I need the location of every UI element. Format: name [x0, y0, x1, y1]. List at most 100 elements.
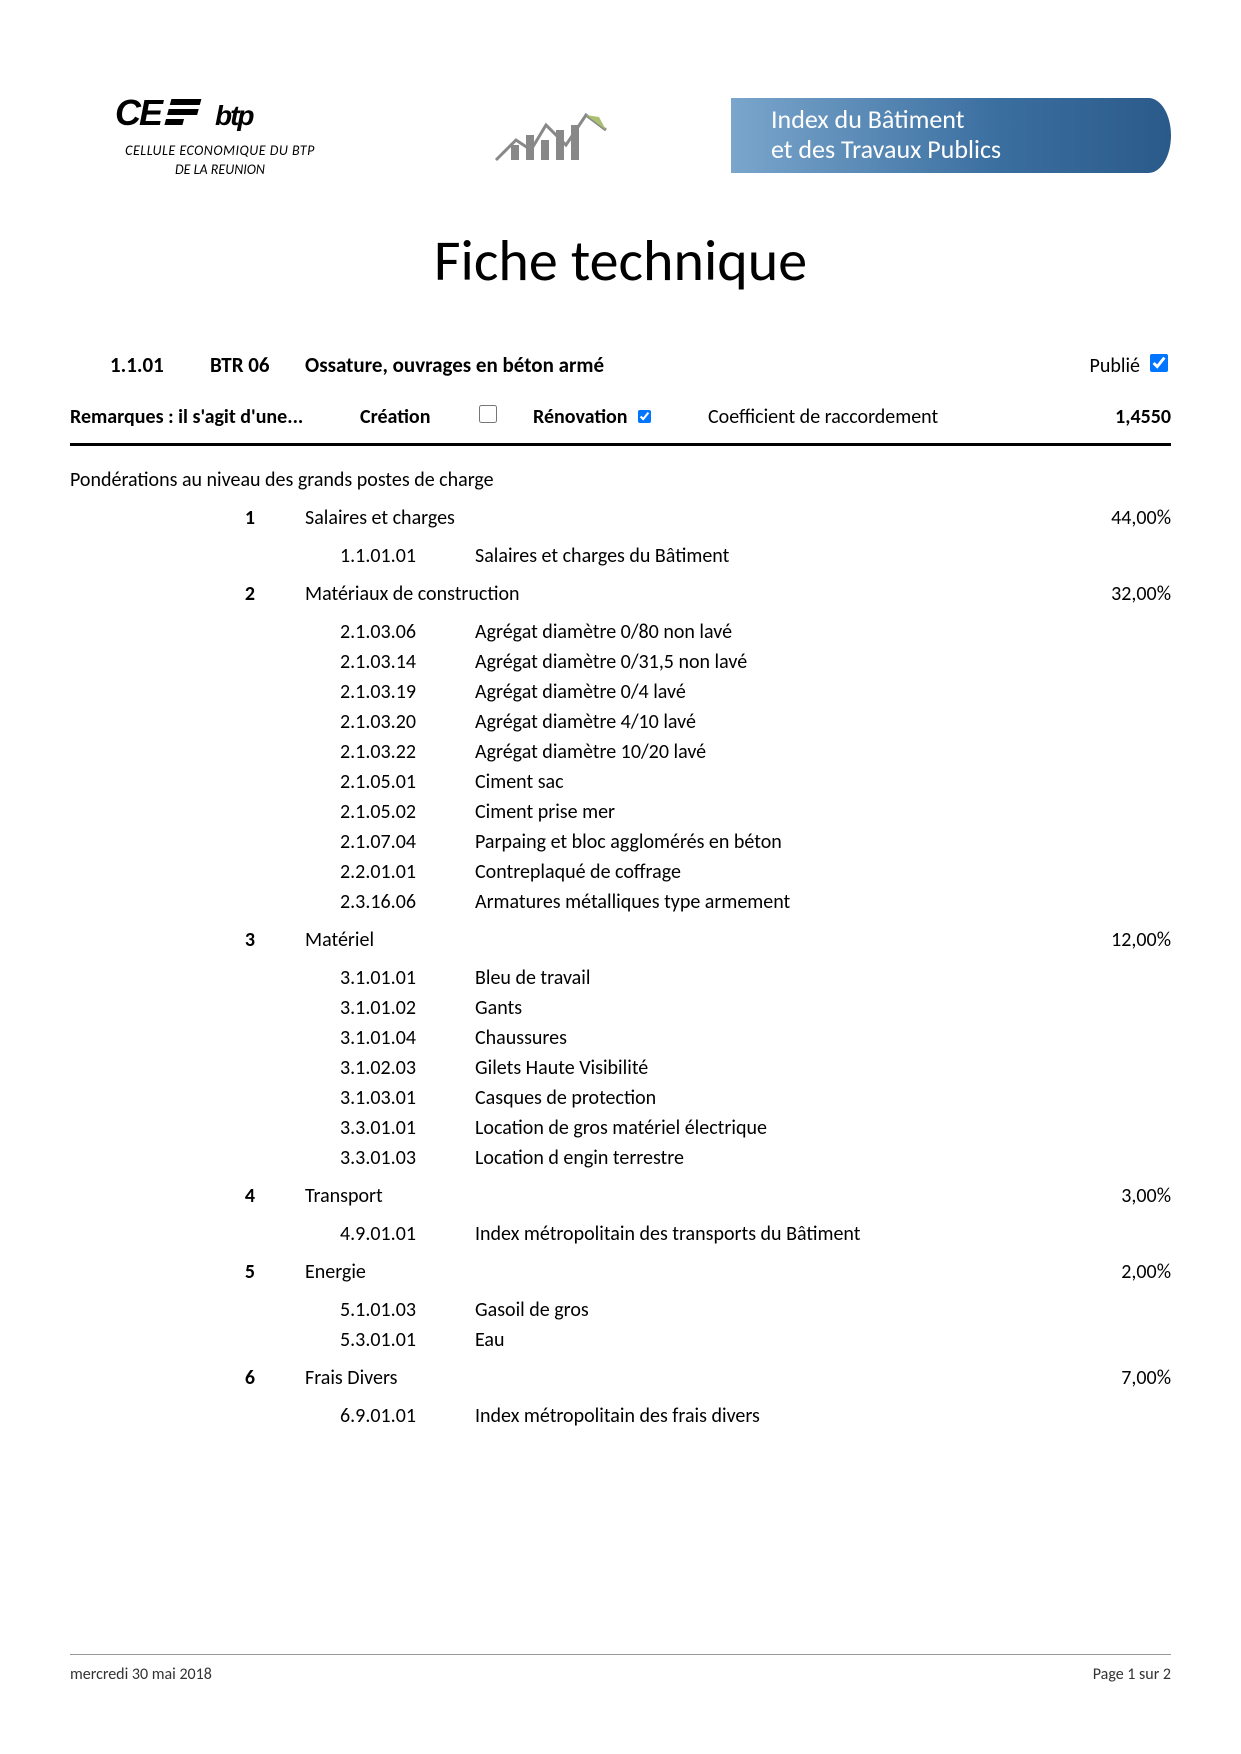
item-name: Index métropolitain des frais divers: [475, 1404, 1171, 1428]
item-code: 3.1.02.03: [340, 1056, 460, 1080]
items-block: 4.9.01.01 Index métropolitain des transpo…: [70, 1222, 1171, 1246]
footer: mercredi 30 mai 2018 Page 1 sur 2: [70, 1654, 1171, 1684]
logo-cerbtp: CE btp CELLULE ECONOMIQUE DU BTP DE LA R…: [70, 90, 370, 180]
item-name: Agrégat diamètre 0/80 non lavé: [475, 620, 1171, 644]
group-num: 6: [225, 1366, 275, 1390]
item-code: 3.1.03.01: [340, 1086, 460, 1110]
group-name: Transport: [305, 1184, 1071, 1208]
logo-cerbtp-icon: CE btp: [115, 93, 325, 133]
item-code: 2.1.03.14: [340, 650, 460, 674]
item-code: 2.1.05.02: [340, 800, 460, 824]
group-name: Energie: [305, 1260, 1071, 1284]
items-block: 6.9.01.01 Index métropolitain des frais d…: [70, 1404, 1171, 1428]
renovation-checkbox[interactable]: [638, 410, 651, 423]
item-name: Ciment prise mer: [475, 800, 1171, 824]
item-name: Agrégat diamètre 4/10 lavé: [475, 710, 1171, 734]
item-row: 1.1.01.01 Salaires et charges du Bâtiment: [70, 544, 1171, 568]
item-code: 2.1.03.22: [340, 740, 460, 764]
item-code: 3.3.01.03: [340, 1146, 460, 1170]
item-code: 6.9.01.01: [340, 1404, 460, 1428]
item-code: 3.1.01.04: [340, 1026, 460, 1050]
item-row: 2.1.03.19Agrégat diamètre 0/4 lavé: [70, 680, 1171, 704]
coef-value: 1,4550: [1081, 405, 1171, 429]
item-row: 3.1.02.03Gilets Haute Visibilité: [70, 1056, 1171, 1080]
item-row: 2.1.05.01Ciment sac: [70, 770, 1171, 794]
item-code: 2.1.03.19: [340, 680, 460, 704]
info-row-1: 1.1.01 BTR 06 Ossature, ouvrages en béto…: [70, 351, 1171, 378]
logo-subtitle-2: DE LA REUNION: [175, 161, 265, 178]
group-pct: 32,00%: [1071, 582, 1171, 606]
group-name: Salaires et charges: [305, 506, 1071, 530]
item-row: 3.3.01.01Location de gros matériel élect…: [70, 1116, 1171, 1140]
item-name: Gants: [475, 996, 1171, 1020]
banner: Index du Bâtiment et des Travaux Publics: [731, 98, 1171, 173]
publie-label: Publié: [1090, 354, 1140, 378]
item-row: 6.9.01.01 Index métropolitain des frais d…: [70, 1404, 1171, 1428]
item-code: 3.1.01.02: [340, 996, 460, 1020]
item-row: 2.1.03.06 Agrégat diamètre 0/80 non lavé: [70, 620, 1171, 644]
item-name: Contreplaqué de coffrage: [475, 860, 1171, 884]
item-row: 3.3.01.03 Location d engin terrestre: [70, 1146, 1171, 1170]
item-code: 5.1.01.03: [340, 1298, 460, 1322]
publie-checkbox[interactable]: [1150, 354, 1168, 372]
info-row-2: Remarques : il s'agit d'une... Création …: [70, 402, 1171, 446]
item-code: 3.3.01.01: [340, 1116, 460, 1140]
item-row: 3.1.03.01Casques de protection: [70, 1086, 1171, 1110]
svg-text:CE: CE: [115, 93, 164, 133]
item-code: 2.1.03.06: [340, 620, 460, 644]
group-pct: 2,00%: [1071, 1260, 1171, 1284]
item-row: 2.2.01.01Contreplaqué de coffrage: [70, 860, 1171, 884]
group-row: 5 Energie2,00%: [70, 1260, 1171, 1284]
group-row: 3Matériel12,00%: [70, 928, 1171, 952]
group-name: Frais Divers: [305, 1366, 1071, 1390]
group-num: 4: [225, 1184, 275, 1208]
item-name: Index métropolitain des transports du Bâ…: [475, 1222, 1171, 1246]
banner-line-2: et des Travaux Publics: [771, 135, 1171, 165]
description: Ossature, ouvrages en béton armé: [305, 352, 1090, 378]
item-code: 3.1.01.01: [340, 966, 460, 990]
group-num: 5: [225, 1260, 275, 1284]
item-name: Armatures métalliques type armement: [475, 890, 1171, 914]
item-row: 3.1.01.02 Gants: [70, 996, 1171, 1020]
logo-subtitle-1: CELLULE ECONOMIQUE DU BTP: [125, 142, 315, 159]
page-title: Fiche technique: [70, 225, 1171, 296]
item-code: 4.9.01.01: [340, 1222, 460, 1246]
remarks-label: Remarques : il s'agit d'une...: [70, 405, 360, 429]
item-name: Parpaing et bloc agglomérés en béton: [475, 830, 1171, 854]
item-code: 2.3.16.06: [340, 890, 460, 914]
items-block: 5.1.01.03Gasoil de gros5.3.01.01Eau: [70, 1298, 1171, 1352]
item-code: 2.1.07.04: [340, 830, 460, 854]
item-row: 2.1.03.20Agrégat diamètre 4/10 lavé: [70, 710, 1171, 734]
group-pct: 12,00%: [1071, 928, 1171, 952]
item-row: 5.1.01.03Gasoil de gros: [70, 1298, 1171, 1322]
item-code: 1.1.01.01: [340, 544, 460, 568]
item-row: 2.1.03.14 Agrégat diamètre 0/31,5 non lav…: [70, 650, 1171, 674]
renovation-label: Rénovation: [533, 405, 628, 429]
item-row: 3.1.01.01Bleu de travail: [70, 966, 1171, 990]
section-title: Pondérations au niveau des grands postes…: [70, 468, 1171, 492]
group-num: 2: [225, 582, 275, 606]
item-name: Location d engin terrestre: [475, 1146, 1171, 1170]
items-block: 3.1.01.01Bleu de travail3.1.01.02Gants3.…: [70, 966, 1171, 1170]
item-row: 3.1.01.04 Chaussures: [70, 1026, 1171, 1050]
items-block: 1.1.01.01 Salaires et charges du Bâtiment: [70, 544, 1171, 568]
logo-main-text: CE btp: [115, 93, 325, 142]
item-row: 2.1.07.04 Parpaing et bloc agglomérés en …: [70, 830, 1171, 854]
item-name: Agrégat diamètre 0/31,5 non lavé: [475, 650, 1171, 674]
header: CE btp CELLULE ECONOMIQUE DU BTP DE LA R…: [70, 90, 1171, 180]
group-row: 4Transport3,00%: [70, 1184, 1171, 1208]
creation-label: Création: [360, 405, 475, 429]
group-row: 1Salaires et charges44,00%: [70, 506, 1171, 530]
item-name: Chaussures: [475, 1026, 1171, 1050]
code-2: BTR 06: [210, 352, 305, 378]
group-pct: 7,00%: [1071, 1366, 1171, 1390]
coef-label: Coefficient de raccordement: [708, 405, 1081, 429]
item-name: Agrégat diamètre 10/20 lavé: [475, 740, 1171, 764]
group-pct: 44,00%: [1071, 506, 1171, 530]
group-name: Matériaux de construction: [305, 582, 1071, 606]
creation-checkbox[interactable]: [479, 405, 497, 423]
item-row: 4.9.01.01 Index métropolitain des transpo…: [70, 1222, 1171, 1246]
page: CE btp CELLULE ECONOMIQUE DU BTP DE LA R…: [0, 0, 1241, 1754]
svg-text:btp: btp: [215, 100, 254, 131]
item-name: Salaires et charges du Bâtiment: [475, 544, 1171, 568]
